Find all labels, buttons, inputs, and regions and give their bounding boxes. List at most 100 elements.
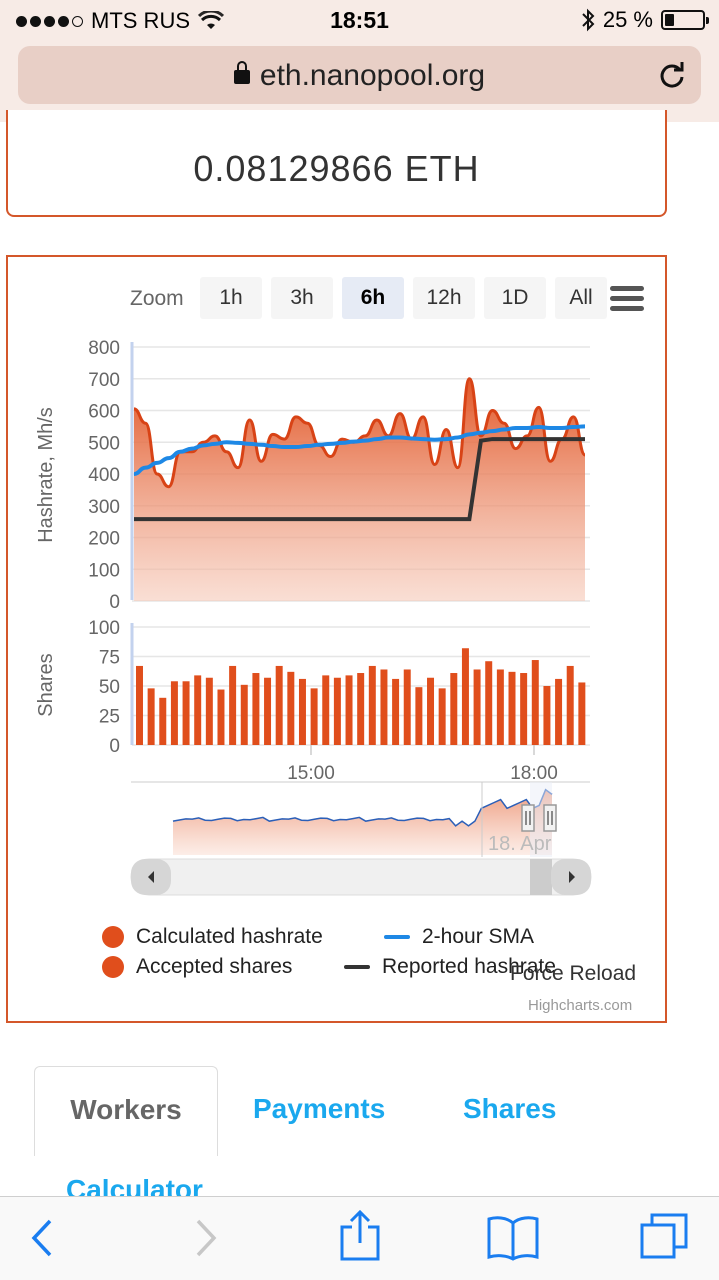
bluetooth-icon bbox=[582, 8, 595, 32]
share-bar bbox=[427, 677, 435, 745]
legend-label: Accepted shares bbox=[136, 955, 293, 978]
share-bar bbox=[322, 675, 330, 745]
hashrate-axis-label: Hashrate, Mh/s bbox=[35, 407, 57, 543]
y-tick-label: 25 bbox=[99, 707, 120, 728]
balance-value: 0.08129866 ETH bbox=[193, 148, 480, 189]
x-tick-label: 18:00 bbox=[510, 763, 558, 784]
share-bar bbox=[392, 678, 400, 745]
chart-menu-icon[interactable] bbox=[610, 286, 644, 312]
zoom-button-6h[interactable]: 6h bbox=[342, 277, 404, 319]
url-text: eth.nanopool.org bbox=[259, 59, 486, 92]
share-bar bbox=[264, 677, 272, 745]
legend-line-icon bbox=[344, 965, 370, 969]
reported-hashrate-line bbox=[134, 437, 585, 522]
scrollbar[interactable] bbox=[130, 858, 592, 896]
browser-toolbar bbox=[0, 1196, 719, 1280]
balance-panel: 0.08129866 ETH bbox=[6, 110, 667, 217]
share-bar bbox=[147, 688, 155, 745]
battery-percent: 25 % bbox=[602, 7, 653, 32]
y-tick-label: 100 bbox=[88, 560, 120, 581]
legend-dot-icon bbox=[102, 956, 124, 978]
share-bar bbox=[333, 677, 341, 745]
legend-label: 2-hour SMA bbox=[422, 925, 535, 948]
share-bar bbox=[543, 686, 551, 745]
zoom-button-3h[interactable]: 3h bbox=[271, 277, 333, 319]
legend-dot-icon bbox=[102, 926, 124, 948]
tab-workers[interactable]: Workers bbox=[34, 1066, 218, 1156]
share-bar bbox=[298, 678, 306, 745]
highcharts-credits[interactable]: Highcharts.com bbox=[528, 997, 633, 1014]
share-bar bbox=[287, 671, 295, 745]
y-tick-label: 800 bbox=[88, 338, 120, 359]
tabs-icon[interactable] bbox=[638, 1211, 692, 1261]
zoom-button-all[interactable]: All bbox=[555, 277, 607, 319]
scroll-left-icon bbox=[148, 871, 154, 883]
share-bar bbox=[578, 682, 586, 745]
zoom-label: Zoom bbox=[130, 287, 184, 310]
share-bar bbox=[170, 681, 178, 745]
y-tick-label: 600 bbox=[88, 402, 120, 423]
calculated-hashrate-line bbox=[133, 377, 587, 489]
navigator-line bbox=[172, 788, 553, 827]
navigator-handle-left[interactable] bbox=[521, 804, 535, 832]
share-bar bbox=[450, 673, 458, 745]
y-tick-label: 200 bbox=[88, 529, 120, 550]
address-bar[interactable]: eth.nanopool.org bbox=[18, 46, 701, 104]
scrollbar-thumb[interactable] bbox=[530, 859, 552, 895]
legend-label: Reported hashrate bbox=[382, 955, 556, 978]
legend-calculated-hashrate[interactable]: Calculated hashrate bbox=[102, 925, 323, 949]
y-tick-label: 300 bbox=[88, 497, 120, 518]
share-bar bbox=[368, 665, 376, 745]
share-bar bbox=[438, 688, 446, 745]
share-bar bbox=[182, 681, 190, 745]
zoom-button-1d[interactable]: 1D bbox=[484, 277, 546, 319]
share-bar bbox=[194, 675, 202, 745]
share-bar bbox=[555, 678, 563, 745]
legend-line-icon bbox=[384, 935, 410, 939]
carrier-name: MTS RUS bbox=[91, 8, 190, 33]
navigator-area bbox=[173, 789, 552, 855]
share-bar bbox=[403, 669, 411, 745]
share-bar bbox=[566, 665, 574, 745]
y-tick-label: 700 bbox=[88, 370, 120, 391]
y-tick-label: 0 bbox=[109, 592, 120, 613]
share-bar bbox=[531, 660, 539, 745]
tab-shares[interactable]: Shares bbox=[463, 1093, 557, 1124]
url-display[interactable]: eth.nanopool.org bbox=[18, 59, 701, 93]
share-bar bbox=[496, 669, 504, 745]
share-bar bbox=[380, 669, 388, 745]
sma-line bbox=[133, 424, 586, 476]
share-bar bbox=[473, 669, 481, 745]
scroll-right-icon bbox=[569, 871, 575, 883]
wifi-icon bbox=[198, 11, 224, 29]
chart-legend: Calculated hashrate 2-hour SMA Accepted … bbox=[8, 925, 669, 1005]
share-bar bbox=[357, 673, 365, 745]
y-tick-label: 500 bbox=[88, 433, 120, 454]
reload-icon[interactable] bbox=[657, 60, 687, 90]
zoom-controls: Zoom 1h 3h 6h 12h 1D All bbox=[8, 277, 669, 321]
share-bar bbox=[415, 687, 423, 745]
navigator[interactable]: 18. Apr bbox=[131, 781, 590, 857]
zoom-button-1h[interactable]: 1h bbox=[200, 277, 262, 319]
zoom-button-12h[interactable]: 12h bbox=[413, 277, 475, 319]
legend-sma[interactable]: 2-hour SMA bbox=[384, 925, 534, 949]
browser-address-area: eth.nanopool.org bbox=[0, 40, 719, 122]
back-icon[interactable] bbox=[28, 1215, 58, 1261]
status-right: 25 % bbox=[581, 7, 709, 33]
share-icon[interactable] bbox=[338, 1209, 382, 1261]
forward-icon[interactable] bbox=[190, 1215, 220, 1261]
battery-icon bbox=[661, 10, 709, 30]
share-bar bbox=[345, 675, 353, 745]
tab-payments[interactable]: Payments bbox=[253, 1093, 386, 1124]
legend-accepted-shares[interactable]: Accepted shares bbox=[102, 955, 292, 979]
carrier-info: MTS RUS bbox=[16, 8, 224, 34]
y-tick-label: 100 bbox=[88, 618, 120, 639]
legend-reported-hashrate[interactable]: Reported hashrate bbox=[344, 955, 556, 979]
shares-axis-label: Shares bbox=[35, 653, 57, 716]
y-tick-label: 50 bbox=[99, 677, 120, 698]
navigator-handle-right[interactable] bbox=[543, 804, 557, 832]
force-reload-link[interactable]: Force Reload bbox=[510, 962, 637, 985]
share-bar bbox=[159, 697, 167, 745]
bookmarks-icon[interactable] bbox=[486, 1215, 540, 1261]
